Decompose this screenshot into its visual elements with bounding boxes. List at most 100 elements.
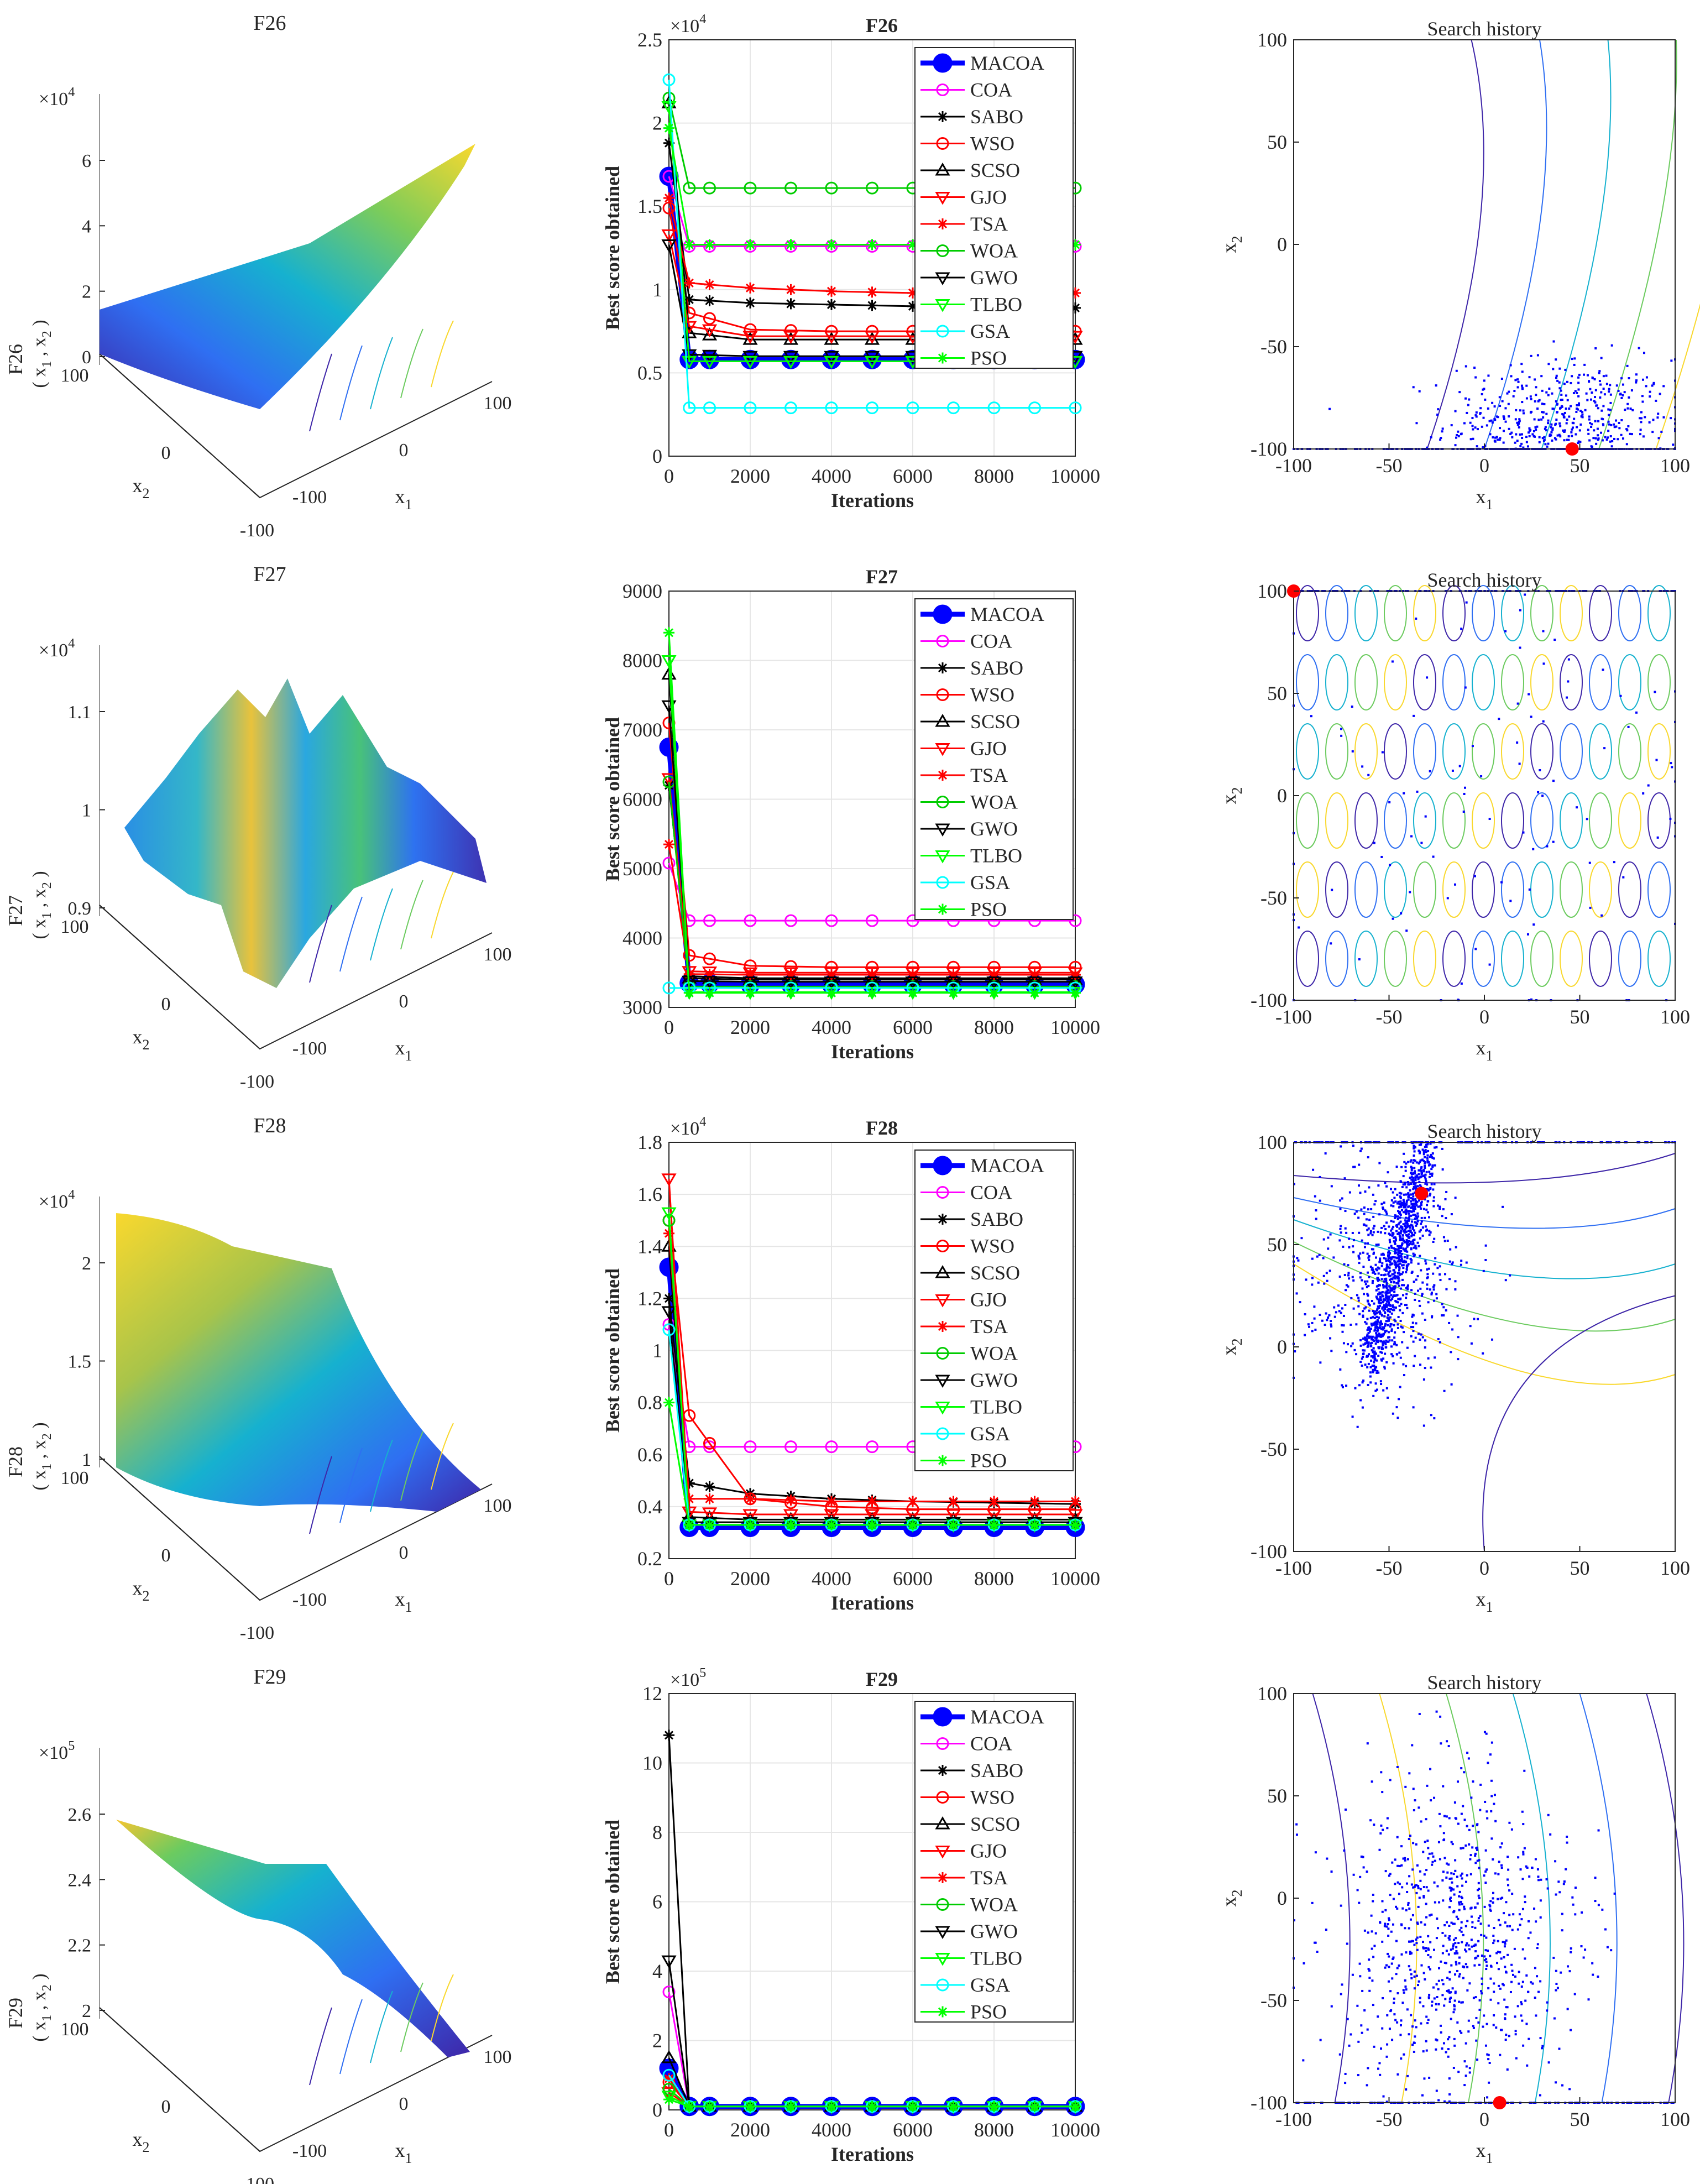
search-point <box>1541 795 1544 797</box>
search-point <box>1570 382 1572 384</box>
search-point <box>1385 1320 1388 1323</box>
point-TSA <box>1070 1496 1081 1507</box>
point-PSO <box>907 987 918 999</box>
search-point <box>1420 1964 1423 1967</box>
point-WSO <box>683 949 696 962</box>
point-PSO <box>948 2101 959 2112</box>
search-point <box>1424 1339 1427 1342</box>
point-TSA <box>663 839 674 850</box>
search-point <box>1394 1237 1397 1240</box>
search-point <box>1385 1290 1388 1293</box>
search-point <box>1547 419 1550 422</box>
point-SCSO <box>824 332 839 345</box>
series-GSA <box>662 73 1082 415</box>
search-point <box>1390 1258 1393 1261</box>
search-point <box>1413 1246 1415 1249</box>
search-point <box>1391 1234 1394 1237</box>
search-point <box>1583 373 1586 376</box>
legend-marker-SABO-d2 <box>938 1214 948 1224</box>
search-point <box>1372 1193 1374 1196</box>
search-point <box>1420 1143 1422 1146</box>
search-point <box>1405 1909 1408 1911</box>
search-point <box>1620 433 1623 436</box>
search-point <box>1534 400 1536 403</box>
search-point <box>1439 1273 1441 1276</box>
search-point <box>1392 1304 1394 1307</box>
point-TLBO <box>702 356 718 369</box>
search-point <box>1390 1312 1393 1315</box>
search-point <box>1424 1149 1427 1152</box>
search-point <box>1366 1870 1368 1873</box>
search-point <box>1401 1264 1404 1267</box>
point-WSO <box>703 952 716 965</box>
search-point <box>1410 1210 1413 1213</box>
search-point <box>1535 394 1537 396</box>
contour-line <box>1413 861 1436 918</box>
search-point <box>1442 1208 1445 1211</box>
search-history-plot-3: Search history-100 -50 0 50 100100500-50-100… <box>1218 1671 1690 2166</box>
search-point <box>1425 1947 1427 1950</box>
search-point <box>1367 1271 1369 1274</box>
search-point <box>1520 1985 1523 1988</box>
search-point <box>1424 1173 1427 1176</box>
y-tick-label: -100 <box>1251 438 1287 460</box>
search-point <box>1515 433 1518 436</box>
y-tick-label: -50 <box>1260 336 1287 358</box>
search-point <box>1360 2024 1363 2027</box>
z-label-part: ) <box>29 871 50 882</box>
search-point <box>1400 1192 1403 1195</box>
search-point <box>1392 1191 1394 1194</box>
search-point <box>1340 1312 1342 1314</box>
search-points <box>1293 590 1676 1001</box>
search-point <box>1406 1245 1409 1248</box>
search-point <box>1374 1357 1377 1360</box>
y-axis-title-group: Best score obtained <box>601 166 624 330</box>
search-point <box>1375 1289 1378 1292</box>
search-point <box>1464 786 1467 789</box>
point-GJO <box>1068 1509 1083 1522</box>
search-point <box>1553 437 1556 440</box>
legend-marker-TSA-d2 <box>938 770 948 780</box>
search-point <box>1326 1857 1328 1860</box>
search-point <box>1571 428 1573 431</box>
search-point <box>1369 1316 1372 1319</box>
search-point <box>1385 1361 1388 1363</box>
search-point <box>1519 609 1521 612</box>
search-point <box>1401 1907 1404 1910</box>
search-point <box>1430 436 1432 438</box>
search-point <box>1552 780 1555 782</box>
search-point <box>1362 1349 1364 1352</box>
search-point <box>1372 1268 1374 1271</box>
point-PSO-d2 <box>989 2102 999 2111</box>
x-tick-label: 100 <box>1660 454 1690 477</box>
search-point <box>1373 1312 1375 1314</box>
x-axis-label: x1 <box>1476 485 1493 513</box>
point-SABO-d2 <box>664 1294 674 1303</box>
search-point <box>1537 419 1540 421</box>
search-point <box>1419 1304 1421 1307</box>
point-GJO <box>905 1509 920 1522</box>
search-history-plot-1: Search history-100 -50 0 50 100100500-50-100… <box>1218 569 1690 1064</box>
search-point <box>1400 1230 1403 1232</box>
contour-line <box>1501 861 1524 918</box>
search-point <box>1649 390 1651 393</box>
search-point <box>1378 1267 1380 1270</box>
search-point <box>1403 1205 1406 1208</box>
search-point <box>1428 1171 1431 1173</box>
x-tick-label: 10000 <box>1050 2119 1100 2141</box>
contour-line <box>1655 303 1700 450</box>
search-point <box>1516 2005 1519 2008</box>
search-point <box>1393 1288 1396 1290</box>
x-tick-label: 0 <box>664 2119 674 2141</box>
search-point <box>1439 1208 1441 1210</box>
search-point <box>1322 1238 1325 1241</box>
search-point <box>1353 1349 1356 1351</box>
search-point <box>1387 1331 1390 1334</box>
search-point <box>1381 1900 1384 1903</box>
search-point <box>1411 1234 1414 1236</box>
point-TSA-d2 <box>664 840 674 849</box>
search-point <box>1431 1166 1434 1168</box>
search-point <box>1422 2005 1425 2008</box>
x-axis-label-base: x <box>1476 1588 1486 1610</box>
search-point <box>1396 1417 1399 1419</box>
